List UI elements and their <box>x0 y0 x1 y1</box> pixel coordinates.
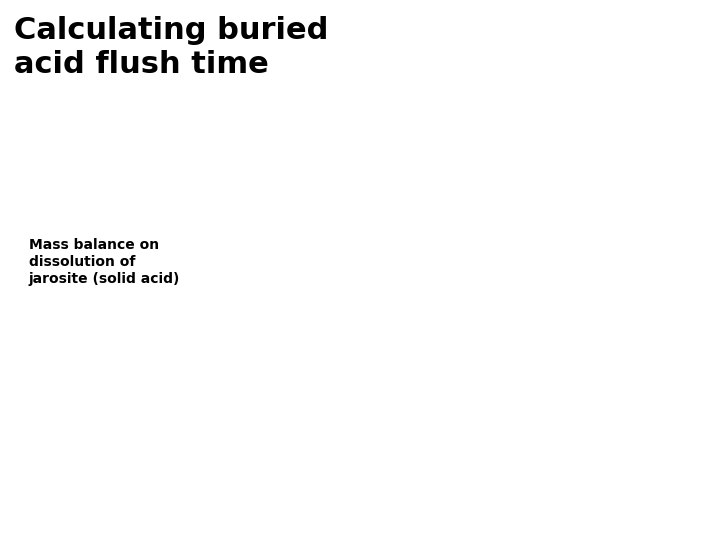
Text: Mass balance on
dissolution of
jarosite (solid acid): Mass balance on dissolution of jarosite … <box>29 238 180 286</box>
Text: Calculating buried
acid flush time: Calculating buried acid flush time <box>14 16 329 79</box>
